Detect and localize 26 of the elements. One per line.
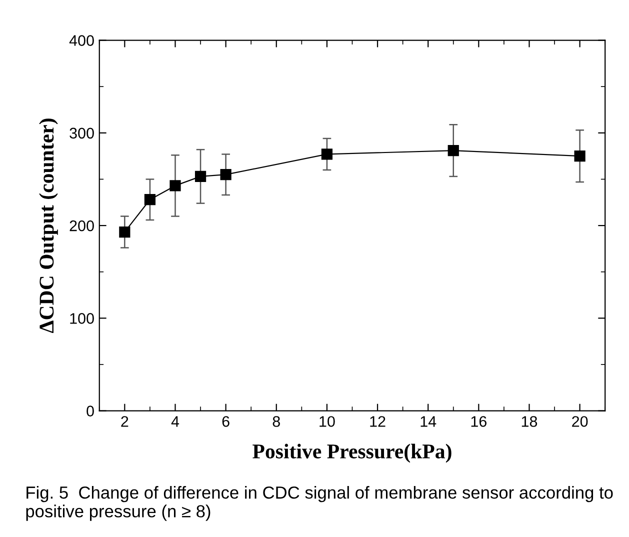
point xyxy=(194,170,206,182)
point xyxy=(220,169,232,180)
point xyxy=(170,180,181,192)
caption: Fig. 5 Change of difference in CDC signal of membrane sensor according to positive pressure (n ≥ 8) xyxy=(26,486,613,521)
x-tick-label: 6 xyxy=(222,416,230,427)
y-tick-label: 300 xyxy=(70,128,94,139)
x-tick-label: 20 xyxy=(572,416,588,427)
point xyxy=(321,148,333,160)
point xyxy=(119,226,130,238)
point xyxy=(448,144,459,156)
x-tick-label: 4 xyxy=(171,416,180,427)
point xyxy=(144,194,156,206)
x-tick-label: 12 xyxy=(370,416,386,427)
y-tick-label: 100 xyxy=(70,313,94,324)
y-tick-label: 200 xyxy=(70,220,94,232)
x-axis-title: Positive Pressure(kPa) xyxy=(252,444,452,463)
x-tick-label: 10 xyxy=(320,416,335,427)
point xyxy=(574,150,586,162)
y-tick-label: 400 xyxy=(69,35,94,46)
y-axis-title: ΔCDC Output (counter) xyxy=(39,118,58,334)
x-tick-label: 14 xyxy=(420,416,436,427)
y-tick-label: 0 xyxy=(86,406,94,416)
x-tick-label: 2 xyxy=(121,416,128,427)
x-tick-label: 16 xyxy=(471,416,486,427)
x-tick-label: 8 xyxy=(272,416,280,427)
x-tick-label: 18 xyxy=(522,416,538,427)
